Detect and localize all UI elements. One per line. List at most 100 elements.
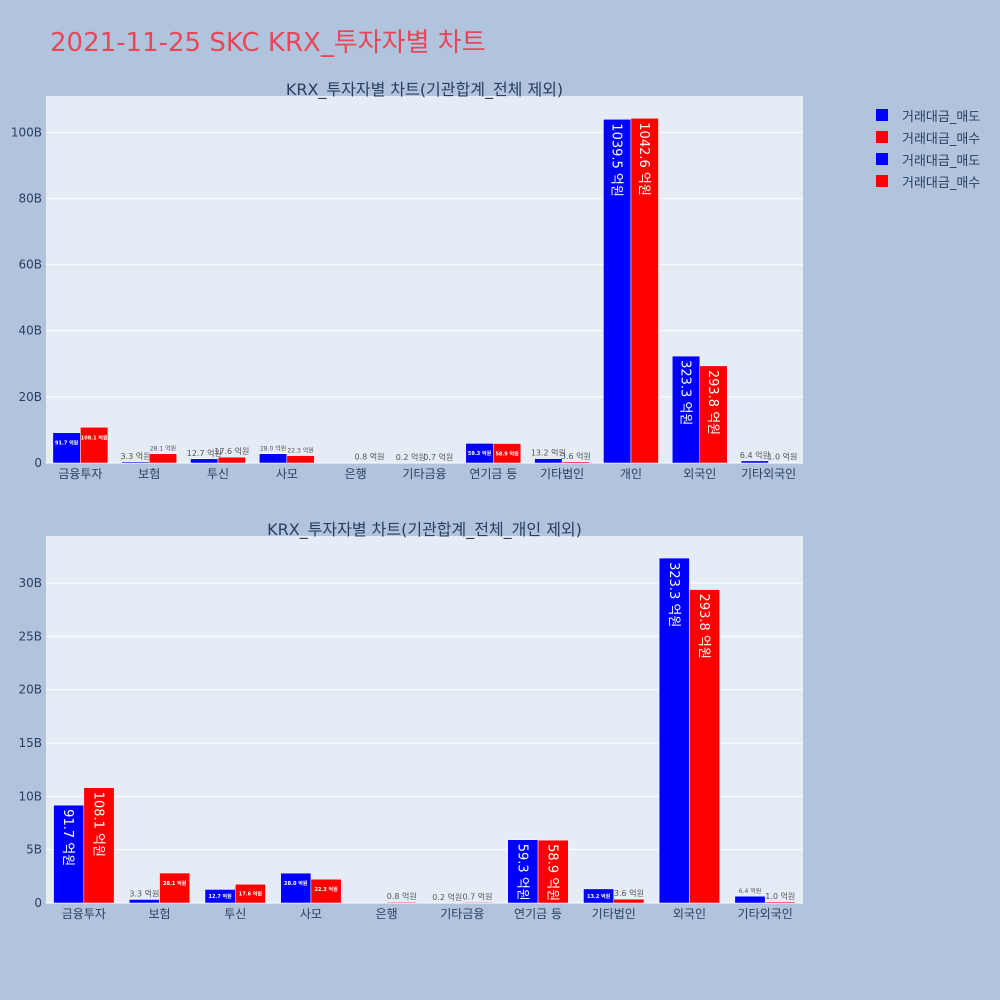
chart-title: KRX_투자자별 차트(기관합계_전체_개인 제외) bbox=[267, 520, 582, 540]
x-tick-label: 기타외국인 bbox=[738, 907, 793, 921]
data-label: 108.1 억원 bbox=[81, 434, 108, 441]
y-tick-label: 60B bbox=[18, 258, 42, 272]
bar bbox=[386, 901, 418, 904]
x-tick-label: 기타법인 bbox=[592, 907, 636, 921]
chart-title: KRX_투자자별 차트(기관합계_전체 제외) bbox=[286, 80, 563, 100]
y-tick-label: 0 bbox=[34, 896, 42, 910]
bar bbox=[259, 453, 288, 464]
bar bbox=[235, 883, 266, 904]
legend[interactable]: 거래대금_매도 거래대금_매수 거래대금_매도 거래대금_매수 bbox=[876, 104, 980, 192]
data-label: 28.0 억원 bbox=[284, 880, 308, 887]
x-tick-label: 연기금 등 bbox=[469, 467, 517, 481]
y-tick-label: 40B bbox=[18, 324, 42, 338]
data-label: 6.4 억원 bbox=[739, 887, 762, 895]
x-tick-label: 사모 bbox=[300, 907, 322, 921]
data-label: 0.7 억원 bbox=[462, 891, 492, 901]
x-tick-label: 투신 bbox=[224, 907, 246, 921]
x-tick-label: 기타법인 bbox=[540, 467, 584, 481]
y-tick-label: 25B bbox=[18, 629, 42, 643]
data-label: 22.3 억원 bbox=[314, 886, 338, 893]
legend-swatch bbox=[876, 109, 888, 121]
bar bbox=[286, 455, 315, 464]
legend-item[interactable]: 거래대금_매도 bbox=[876, 104, 980, 126]
y-tick-label: 80B bbox=[18, 191, 42, 205]
bar bbox=[583, 888, 614, 904]
page-title: 2021-11-25 SKC KRX_투자자별 차트 bbox=[50, 28, 486, 58]
legend-item[interactable]: 거래대금_매수 bbox=[876, 126, 980, 148]
bar bbox=[534, 458, 563, 464]
data-label: 3.6 억원 bbox=[614, 888, 644, 898]
bar bbox=[658, 557, 690, 904]
y-tick-label: 15B bbox=[18, 736, 42, 750]
data-label: 323.3 억원 bbox=[666, 562, 681, 627]
data-label: 28.1 억원 bbox=[163, 880, 187, 887]
legend-item[interactable]: 거래대금_매도 bbox=[876, 148, 980, 170]
data-label: 17.6 억원 bbox=[214, 446, 249, 456]
bar bbox=[80, 427, 109, 464]
bar bbox=[190, 458, 219, 464]
legend-swatch bbox=[876, 153, 888, 165]
data-label: 58.9 억원 bbox=[545, 844, 560, 901]
bar bbox=[280, 872, 312, 904]
bar bbox=[537, 839, 569, 904]
data-label: 1.0 억원 bbox=[767, 452, 797, 462]
x-tick-label: 금융투자 bbox=[58, 467, 102, 481]
bar bbox=[734, 895, 766, 904]
legend-label: 거래대금_매수 bbox=[902, 175, 981, 191]
bar bbox=[630, 118, 659, 464]
legend-label: 거래대금_매도 bbox=[902, 109, 981, 125]
x-tick-label: 개인 bbox=[620, 467, 642, 481]
x-tick-label: 기타금융 bbox=[402, 467, 446, 481]
data-label: 0.8 억원 bbox=[387, 891, 417, 901]
data-label: 0.8 억원 bbox=[354, 452, 384, 462]
data-label: 293.8 억원 bbox=[705, 370, 720, 435]
data-label: 91.7 억원 bbox=[55, 440, 79, 447]
legend-swatch bbox=[876, 175, 888, 187]
data-label: 22.3 억원 bbox=[287, 447, 313, 455]
data-label: 0.7 억원 bbox=[423, 452, 453, 462]
data-label: 3.6 억원 bbox=[561, 451, 591, 461]
x-tick-label: 기타외국인 bbox=[741, 467, 796, 481]
data-label: 17.6 억원 bbox=[239, 891, 263, 898]
bar bbox=[764, 901, 796, 904]
bar bbox=[159, 872, 191, 904]
data-label: 293.8 억원 bbox=[696, 594, 711, 659]
x-tick-label: 은행 bbox=[376, 906, 398, 921]
data-label: 28.1 억원 bbox=[150, 445, 176, 453]
x-tick-label: 보험 bbox=[149, 907, 171, 921]
bar bbox=[689, 589, 720, 904]
data-label: 58.9 억원 bbox=[495, 450, 519, 457]
x-tick-label: 보험 bbox=[138, 467, 160, 481]
y-tick-label: 5B bbox=[26, 843, 42, 857]
x-tick-label: 금융투자 bbox=[62, 907, 106, 921]
data-label: 59.3 억원 bbox=[468, 450, 492, 457]
bar bbox=[493, 443, 522, 464]
data-label: 13.2 억원 bbox=[531, 448, 566, 458]
bar bbox=[561, 461, 590, 464]
y-tick-label: 30B bbox=[18, 576, 42, 590]
data-label: 0.2 억원 bbox=[396, 452, 426, 462]
data-label: 1.0 억원 bbox=[765, 891, 795, 901]
data-label: 12.7 억원 bbox=[187, 448, 222, 458]
x-tick-label: 투신 bbox=[207, 467, 229, 481]
bar bbox=[121, 461, 150, 464]
y-tick-label: 20B bbox=[18, 683, 42, 697]
bar bbox=[603, 119, 632, 464]
x-tick-label: 사모 bbox=[276, 467, 298, 481]
data-label: 3.3 억원 bbox=[129, 888, 159, 898]
data-label: 28.0 억원 bbox=[260, 445, 286, 453]
legend-swatch bbox=[876, 131, 888, 143]
bar bbox=[148, 453, 178, 464]
data-label: 0.2 억원 bbox=[432, 892, 462, 902]
data-label: 91.7 억원 bbox=[60, 809, 75, 866]
bar bbox=[613, 898, 645, 904]
x-tick-label: 은행 bbox=[345, 466, 367, 481]
y-tick-label: 20B bbox=[18, 390, 42, 404]
x-tick-label: 연기금 등 bbox=[514, 907, 562, 921]
bar bbox=[699, 365, 728, 464]
legend-label: 거래대금_매수 bbox=[902, 131, 981, 147]
data-label: 323.3 억원 bbox=[677, 360, 692, 425]
legend-item[interactable]: 거래대금_매수 bbox=[876, 170, 980, 192]
x-tick-label: 기타금융 bbox=[440, 907, 484, 921]
